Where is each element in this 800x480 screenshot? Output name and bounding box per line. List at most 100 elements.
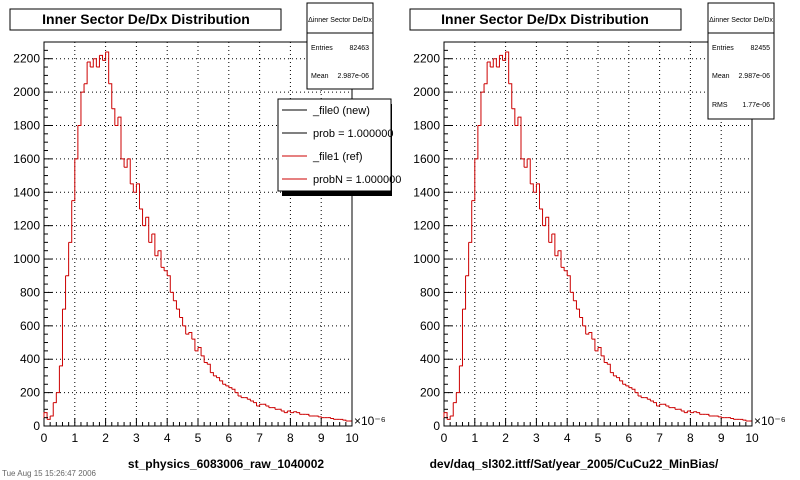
left-histogram-bin [194, 347, 199, 352]
left-title-box [9, 8, 282, 31]
left-histogram-bin [65, 242, 70, 277]
right-histogram-bin [684, 410, 688, 414]
left-y-tick-label: 600 [20, 319, 40, 333]
right-histogram-bin [613, 375, 617, 378]
left-histogram-bin [136, 183, 140, 209]
right-y-tick-label: 2200 [413, 52, 440, 66]
right-x-tick-label: 3 [533, 431, 540, 445]
left-histogram-bin [157, 250, 162, 268]
right-histogram-bin [662, 403, 667, 406]
left-histogram-bin [111, 108, 116, 126]
right-histogram-bin [628, 387, 633, 390]
right-histogram-bin [687, 410, 691, 413]
right-histogram-bin [681, 410, 685, 413]
right-histogram-bin [610, 372, 614, 376]
left-y-tick-label: 1600 [13, 152, 40, 166]
left-histogram-bin [250, 400, 254, 403]
right-histogram-bin [671, 407, 676, 410]
right-histogram-bin [502, 52, 507, 61]
right-histogram-bin [616, 377, 621, 381]
right-histogram-bin [557, 250, 562, 268]
right-histogram-bin [453, 392, 457, 404]
right-histogram-bin [696, 412, 701, 415]
right-histogram-bin [533, 183, 537, 193]
right-histogram-bin [514, 117, 519, 126]
right-histogram-bin [471, 158, 476, 202]
right-histogram-bin [598, 347, 602, 356]
left-histogram-bin [117, 116, 122, 159]
left-x-tick-label: 9 [318, 431, 325, 445]
left-x-tick-label: 8 [287, 431, 294, 445]
right-histogram-bin [561, 266, 565, 271]
left-histogram-bin [62, 275, 67, 310]
left-x-tick-label: 4 [164, 431, 171, 445]
right-x-tick-label: 10 [745, 431, 759, 445]
left-legend: _file0 (new) prob = 1.000000 _file1 (ref… [277, 98, 401, 196]
right-y-tick-label: 0 [433, 419, 440, 433]
left-histogram-bin [151, 233, 156, 256]
right-histogram-bin [656, 404, 661, 407]
left-y-tick-label: 800 [20, 285, 40, 299]
right-histogram-bin [542, 217, 547, 227]
right-histogram-bin [582, 325, 587, 335]
left-x-axis-label: st_physics_6083006_raw_1040002 [128, 457, 324, 471]
right-histogram-bin [653, 402, 658, 406]
right-x-tick-label: 2 [502, 431, 509, 445]
left-histogram-bin [170, 291, 174, 301]
left-y-tick-label: 200 [20, 386, 40, 400]
right-histogram-bin [487, 61, 491, 68]
left-y-tick-label: 1000 [13, 252, 40, 266]
left-histogram-bin [56, 365, 60, 394]
left-histogram-bin [182, 325, 187, 335]
left-histogram-bin [213, 375, 217, 378]
left-histogram-bin [90, 58, 94, 68]
right-histogram-bin [625, 385, 630, 388]
right-histogram-bin [496, 55, 500, 68]
left-histogram-bin [74, 125, 79, 160]
right-histogram-bin [521, 158, 525, 168]
left-histogram-bin [50, 402, 54, 417]
right-histogram-bin [527, 158, 531, 184]
right-y-tick-label: 600 [420, 319, 440, 333]
left-histogram-bin [154, 250, 159, 257]
right-histogram-bin [647, 398, 651, 401]
left-histogram-bin [305, 413, 310, 416]
right-y-tick-label: 1200 [413, 219, 440, 233]
left-histogram-bin [296, 412, 301, 415]
left-histogram-bin [265, 405, 270, 408]
left-histogram [43, 51, 352, 426]
left-histogram-bin [114, 117, 119, 126]
right-title: Inner Sector De/Dx Distribution [441, 11, 649, 27]
left-histogram-bin [210, 372, 214, 376]
right-stats-mean-value: 2.987e-06 [738, 73, 770, 80]
left-histogram-bin [244, 397, 248, 400]
left-histogram-bin [130, 183, 134, 193]
left-histogram-bin [219, 380, 224, 385]
left-histogram-bin [53, 392, 57, 404]
right-stats-rms-label: RMS [712, 102, 728, 109]
left-y-tick-label: 2000 [13, 85, 40, 99]
left-histogram-bin [231, 388, 236, 393]
left-x-tick-label: 3 [133, 431, 140, 445]
left-histogram-bin [96, 55, 100, 68]
left-axis-ticks: 0 1 2 3 4 5 6 7 8 9 10 0 200 400 600 800 1000 1200 1400 160… [13, 49, 359, 445]
right-histogram-bin [622, 383, 627, 386]
right-stats-box [707, 2, 775, 120]
left-histogram-bin [185, 332, 190, 335]
right-histogram-bin [548, 234, 553, 243]
right-axis-ticks: 0 1 2 3 4 5 6 7 8 9 10 0 200 400 600 800 1000 1200 1400 160… [413, 49, 759, 445]
right-stats-entries-label: Entries [712, 45, 734, 52]
left-histogram-bin [84, 62, 88, 85]
left-stats-mean-label: Mean [311, 73, 329, 80]
right-histogram-bin [490, 58, 494, 68]
right-histogram-bin [484, 62, 488, 85]
left-histogram-bin [179, 316, 184, 326]
left-histogram-bin [133, 183, 137, 193]
left-histogram-bin [127, 158, 131, 184]
right-histogram-bin [564, 270, 568, 276]
right-histogram-bin [511, 108, 516, 126]
right-histogram-bin [604, 362, 608, 365]
right-histogram-bin [499, 54, 504, 61]
left-histogram-bin [191, 338, 196, 351]
left-y-tick-label: 1400 [13, 185, 40, 199]
